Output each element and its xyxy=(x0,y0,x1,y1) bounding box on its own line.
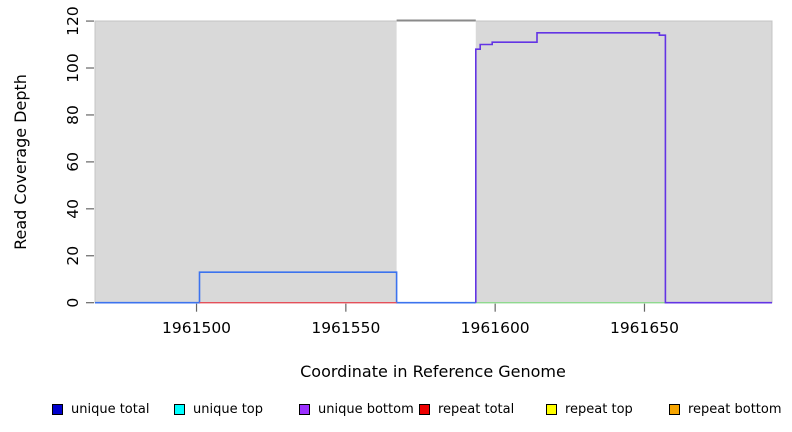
legend-swatch-repeat-total xyxy=(419,403,430,415)
y-tick-label: 40 xyxy=(64,199,82,219)
legend-item-unique-bottom: unique bottom xyxy=(299,399,414,419)
legend-label: repeat total xyxy=(438,401,515,417)
y-tick-label: 60 xyxy=(64,152,82,172)
legend-swatch-repeat-top xyxy=(546,403,557,415)
plot-background-layer xyxy=(94,19,773,304)
legend-label: repeat bottom xyxy=(688,401,782,417)
legend-item-repeat-total: repeat total xyxy=(419,399,514,419)
x-tick-label: 1961550 xyxy=(311,319,380,337)
axis-layer: 1961500 1961550 1961600 1961650 0 20 40 60 80 100… xyxy=(64,6,679,337)
x-axis-title: Coordinate in Reference Genome xyxy=(300,362,566,381)
legend-item-repeat-top: repeat top xyxy=(546,399,633,419)
legend-swatch-unique-total xyxy=(52,403,63,415)
legend-swatch-unique-top xyxy=(174,403,185,415)
series-line-unique-total xyxy=(95,271,476,304)
x-tick-label: 1961650 xyxy=(610,319,679,337)
y-tick-label: 80 xyxy=(64,105,82,125)
legend-label: repeat top xyxy=(565,401,633,417)
legend: unique total unique top unique bottom repea… xyxy=(0,399,792,421)
legend-label: unique top xyxy=(193,401,264,417)
plot-canvas: 1961500 1961550 1961600 1961650 0 20 40 60 80 100… xyxy=(11,6,773,381)
y-axis-title: Read Coverage Depth xyxy=(11,74,30,250)
y-tick-label: 0 xyxy=(64,298,82,308)
x-tick-label: 1961500 xyxy=(162,319,231,337)
series-layer xyxy=(95,31,772,304)
legend-swatch-repeat-bottom xyxy=(669,403,680,415)
legend-item-unique-top: unique top xyxy=(174,399,263,419)
x-tick-label: 1961600 xyxy=(461,319,530,337)
legend-swatch-unique-bottom xyxy=(299,403,310,415)
legend-item-repeat-bottom: repeat bottom xyxy=(669,399,782,419)
y-tick-label: 120 xyxy=(64,6,82,36)
legend-item-unique-total: unique total xyxy=(52,399,149,419)
y-tick-label: 20 xyxy=(64,246,82,266)
y-tick-label: 100 xyxy=(64,53,82,83)
legend-label: unique total xyxy=(71,401,150,417)
highlight-band xyxy=(396,21,476,303)
series-line-unique-bottom xyxy=(474,31,772,304)
legend-label: unique bottom xyxy=(318,401,414,417)
